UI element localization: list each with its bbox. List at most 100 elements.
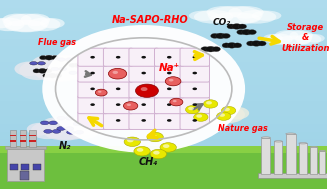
Ellipse shape (188, 101, 233, 124)
Circle shape (215, 33, 225, 39)
FancyBboxPatch shape (129, 48, 158, 66)
Circle shape (69, 63, 76, 67)
FancyBboxPatch shape (155, 64, 184, 82)
Bar (29, 135, 36, 136)
Text: Flue gas: Flue gas (38, 38, 76, 47)
Ellipse shape (276, 30, 312, 45)
Ellipse shape (65, 116, 74, 120)
Bar (286, 134, 296, 174)
Ellipse shape (3, 14, 49, 32)
Ellipse shape (212, 106, 245, 123)
Circle shape (141, 87, 148, 91)
Ellipse shape (299, 143, 307, 144)
FancyBboxPatch shape (129, 111, 158, 129)
FancyBboxPatch shape (78, 111, 107, 129)
Bar (10, 130, 16, 147)
Circle shape (212, 47, 220, 52)
Ellipse shape (290, 30, 313, 41)
Ellipse shape (41, 117, 71, 133)
FancyBboxPatch shape (78, 64, 107, 82)
Circle shape (252, 41, 261, 46)
Circle shape (96, 89, 107, 96)
Circle shape (170, 98, 183, 106)
Ellipse shape (57, 58, 65, 61)
Circle shape (206, 46, 215, 52)
Circle shape (81, 63, 88, 67)
Circle shape (127, 104, 131, 106)
Text: Storage
&
Utilization: Storage & Utilization (281, 23, 330, 53)
Circle shape (211, 33, 219, 38)
Bar (0, 93, 327, 101)
FancyBboxPatch shape (78, 80, 107, 98)
Ellipse shape (42, 117, 88, 140)
Bar (10, 140, 16, 142)
Ellipse shape (67, 122, 100, 139)
Bar (29, 140, 36, 142)
Ellipse shape (224, 107, 249, 119)
Circle shape (116, 72, 121, 74)
Ellipse shape (286, 133, 296, 135)
Ellipse shape (52, 129, 61, 133)
Bar (0, 124, 327, 132)
Circle shape (116, 119, 121, 122)
Circle shape (141, 88, 146, 90)
Circle shape (248, 30, 257, 35)
Ellipse shape (69, 71, 77, 74)
Ellipse shape (32, 55, 85, 81)
Circle shape (43, 74, 50, 78)
Circle shape (227, 24, 235, 29)
Ellipse shape (0, 18, 24, 31)
Circle shape (192, 119, 197, 122)
Circle shape (141, 72, 146, 74)
FancyBboxPatch shape (155, 111, 184, 129)
Ellipse shape (172, 107, 197, 119)
Ellipse shape (2, 14, 32, 26)
Ellipse shape (189, 11, 219, 21)
Bar (299, 143, 307, 174)
Text: Na-SAPO-RHO: Na-SAPO-RHO (112, 15, 188, 25)
Circle shape (39, 56, 47, 60)
Circle shape (194, 113, 208, 121)
Circle shape (167, 56, 172, 59)
FancyBboxPatch shape (155, 48, 184, 66)
Circle shape (246, 41, 255, 46)
Ellipse shape (65, 58, 73, 61)
Circle shape (134, 146, 150, 156)
Ellipse shape (210, 12, 261, 25)
Circle shape (33, 69, 40, 73)
Circle shape (196, 114, 202, 118)
Circle shape (109, 68, 127, 79)
Bar (319, 151, 325, 174)
Ellipse shape (44, 125, 87, 141)
Ellipse shape (81, 122, 90, 126)
Circle shape (48, 73, 56, 78)
Bar (0, 39, 327, 46)
Bar (0, 31, 327, 39)
Circle shape (98, 91, 102, 93)
Circle shape (150, 134, 156, 138)
Bar (0, 132, 327, 139)
Circle shape (160, 143, 176, 152)
Ellipse shape (77, 71, 85, 74)
Circle shape (167, 103, 172, 106)
Circle shape (90, 72, 95, 74)
Circle shape (54, 74, 62, 78)
Ellipse shape (252, 11, 281, 21)
Circle shape (224, 108, 230, 111)
FancyBboxPatch shape (180, 48, 209, 66)
Circle shape (141, 119, 146, 122)
Circle shape (113, 71, 118, 74)
FancyBboxPatch shape (155, 96, 184, 114)
FancyBboxPatch shape (78, 48, 107, 66)
Bar (7, 149, 44, 181)
Circle shape (141, 103, 146, 106)
Bar (20, 130, 26, 147)
FancyBboxPatch shape (129, 96, 158, 114)
Ellipse shape (205, 101, 234, 117)
Bar (0, 77, 327, 85)
Ellipse shape (295, 34, 321, 45)
Circle shape (90, 103, 95, 106)
Circle shape (127, 139, 134, 142)
FancyBboxPatch shape (104, 64, 133, 82)
Bar (0, 147, 327, 189)
